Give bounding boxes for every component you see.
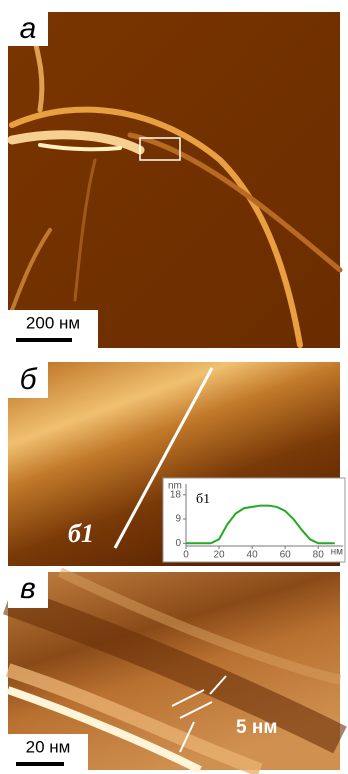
y-tick-label: 0	[175, 538, 181, 549]
panel-b: б1 б б1 nm нм	[8, 362, 345, 566]
x-tick-label: 80	[313, 550, 325, 561]
figure: а 200 нм б1 б б1 nm нм 5 нм в 20 нм 0918	[0, 0, 348, 774]
panel-label: б	[20, 363, 38, 396]
panel-label: в	[20, 572, 36, 605]
scale-bar	[16, 338, 72, 342]
annotation: 5 нм	[236, 717, 277, 738]
panel-a: а 200 нм	[8, 12, 340, 348]
scale-bar-label: 20 нм	[26, 737, 71, 756]
x-tick-label: 40	[247, 550, 259, 561]
y-tick-label: 9	[175, 514, 181, 525]
panel-c: 5 нм в 20 нм	[8, 572, 340, 770]
x-tick-label: 0	[183, 550, 189, 561]
x-tick-label: 60	[280, 550, 292, 561]
x-axis-label: нм	[331, 547, 344, 558]
scale-bar	[16, 762, 64, 766]
scale-bar-label: 200 нм	[26, 313, 80, 332]
page: а 200 нм б1 б б1 nm нм 5 нм в 20 нм 0918	[0, 0, 348, 774]
x-tick-label: 20	[213, 550, 225, 561]
panel-label: а	[20, 12, 37, 45]
y-tick-label: 18	[170, 489, 182, 500]
profile-label: б1	[68, 519, 94, 548]
inset-title: б1	[196, 492, 210, 507]
